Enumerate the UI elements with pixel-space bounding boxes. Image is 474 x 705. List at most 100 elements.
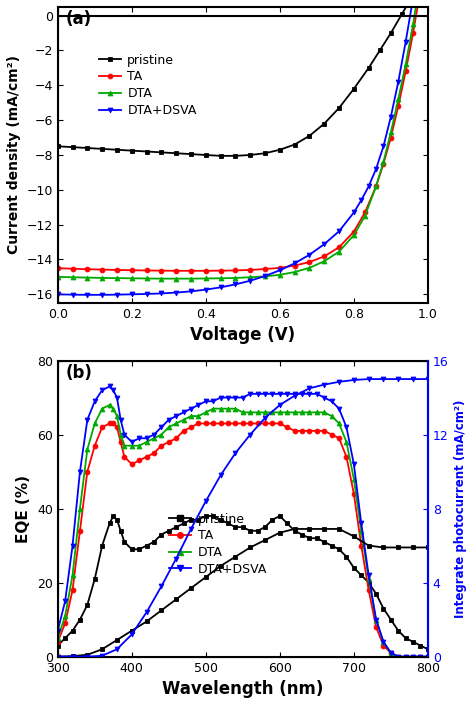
- pristine: [158, 148, 164, 157]
- DTA: [373, 182, 379, 190]
- pristine: [388, 29, 394, 37]
- DTA+DSVA: [247, 276, 253, 285]
- pristine: [55, 142, 61, 150]
- DTA+DSVA: [100, 290, 105, 299]
- TA: [100, 265, 105, 274]
- Y-axis label: Integrate photocurrent (mA/cm²): Integrate photocurrent (mA/cm²): [454, 400, 467, 618]
- DTA: [277, 271, 283, 279]
- DTA+DSVA: [381, 142, 386, 150]
- DTA+DSVA: [158, 289, 164, 298]
- TA: [114, 266, 120, 274]
- Text: (a): (a): [65, 10, 91, 28]
- TA: [55, 264, 61, 272]
- DTA+DSVA: [336, 227, 342, 235]
- DTA: [362, 212, 368, 220]
- DTA: [114, 274, 120, 282]
- Line: TA: TA: [55, 0, 430, 274]
- DTA: [410, 20, 416, 29]
- DTA+DSVA: [395, 78, 401, 86]
- pristine: [70, 143, 75, 152]
- DTA: [336, 247, 342, 256]
- TA: [262, 265, 268, 274]
- DTA+DSVA: [188, 287, 194, 295]
- DTA: [292, 268, 298, 276]
- DTA+DSVA: [358, 196, 364, 204]
- DTA: [55, 273, 61, 281]
- pristine: [129, 147, 135, 155]
- Y-axis label: Current density (mA/cm²): Current density (mA/cm²): [7, 56, 21, 255]
- DTA+DSVA: [84, 290, 90, 299]
- DTA: [100, 274, 105, 282]
- TA: [351, 228, 357, 236]
- DTA: [388, 128, 394, 137]
- Text: (b): (b): [65, 364, 92, 381]
- DTA+DSVA: [351, 208, 357, 216]
- DTA: [188, 274, 194, 283]
- TA: [70, 264, 75, 273]
- X-axis label: Voltage (V): Voltage (V): [190, 326, 295, 345]
- DTA: [173, 274, 179, 283]
- DTA+DSVA: [307, 250, 312, 259]
- Line: DTA: DTA: [55, 0, 430, 281]
- DTA+DSVA: [218, 283, 223, 292]
- TA: [373, 182, 379, 190]
- pristine: [203, 151, 209, 159]
- TA: [144, 266, 149, 275]
- TA: [362, 208, 368, 216]
- TA: [218, 266, 223, 275]
- DTA: [247, 273, 253, 281]
- DTA+DSVA: [203, 286, 209, 294]
- DTA+DSVA: [55, 290, 61, 298]
- TA: [403, 67, 409, 75]
- TA: [388, 133, 394, 142]
- TA: [129, 266, 135, 274]
- DTA+DSVA: [292, 259, 298, 268]
- pristine: [100, 145, 105, 153]
- DTA: [129, 274, 135, 283]
- DTA+DSVA: [70, 290, 75, 299]
- pristine: [292, 140, 298, 149]
- pristine: [277, 145, 283, 154]
- DTA+DSVA: [321, 240, 327, 248]
- DTA: [70, 273, 75, 281]
- pristine: [377, 47, 383, 55]
- DTA: [307, 264, 312, 272]
- DTA: [403, 60, 409, 68]
- DTA: [84, 274, 90, 282]
- TA: [277, 264, 283, 272]
- TA: [292, 262, 298, 270]
- DTA+DSVA: [144, 290, 149, 298]
- pristine: [262, 149, 268, 157]
- TA: [203, 266, 209, 275]
- pristine: [233, 152, 238, 160]
- TA: [158, 266, 164, 275]
- DTA+DSVA: [388, 112, 394, 121]
- TA: [173, 266, 179, 275]
- pristine: [114, 145, 120, 154]
- DTA+DSVA: [173, 288, 179, 297]
- Legend: pristine, TA, DTA, DTA+DSVA: pristine, TA, DTA, DTA+DSVA: [93, 49, 202, 122]
- TA: [336, 243, 342, 252]
- pristine: [307, 132, 312, 140]
- DTA: [218, 274, 223, 283]
- Line: DTA+DSVA: DTA+DSVA: [55, 0, 430, 298]
- DTA+DSVA: [262, 272, 268, 281]
- TA: [381, 159, 386, 168]
- DTA: [144, 274, 149, 283]
- pristine: [247, 151, 253, 159]
- DTA+DSVA: [410, 0, 416, 2]
- pristine: [366, 63, 372, 72]
- pristine: [144, 147, 149, 156]
- DTA: [395, 95, 401, 104]
- pristine: [218, 152, 223, 160]
- DTA: [158, 274, 164, 283]
- TA: [84, 265, 90, 274]
- pristine: [188, 150, 194, 159]
- TA: [410, 29, 416, 37]
- pristine: [321, 119, 327, 128]
- TA: [395, 102, 401, 111]
- DTA+DSVA: [373, 165, 379, 173]
- Line: pristine: pristine: [55, 0, 430, 159]
- DTA: [262, 272, 268, 281]
- pristine: [351, 85, 357, 93]
